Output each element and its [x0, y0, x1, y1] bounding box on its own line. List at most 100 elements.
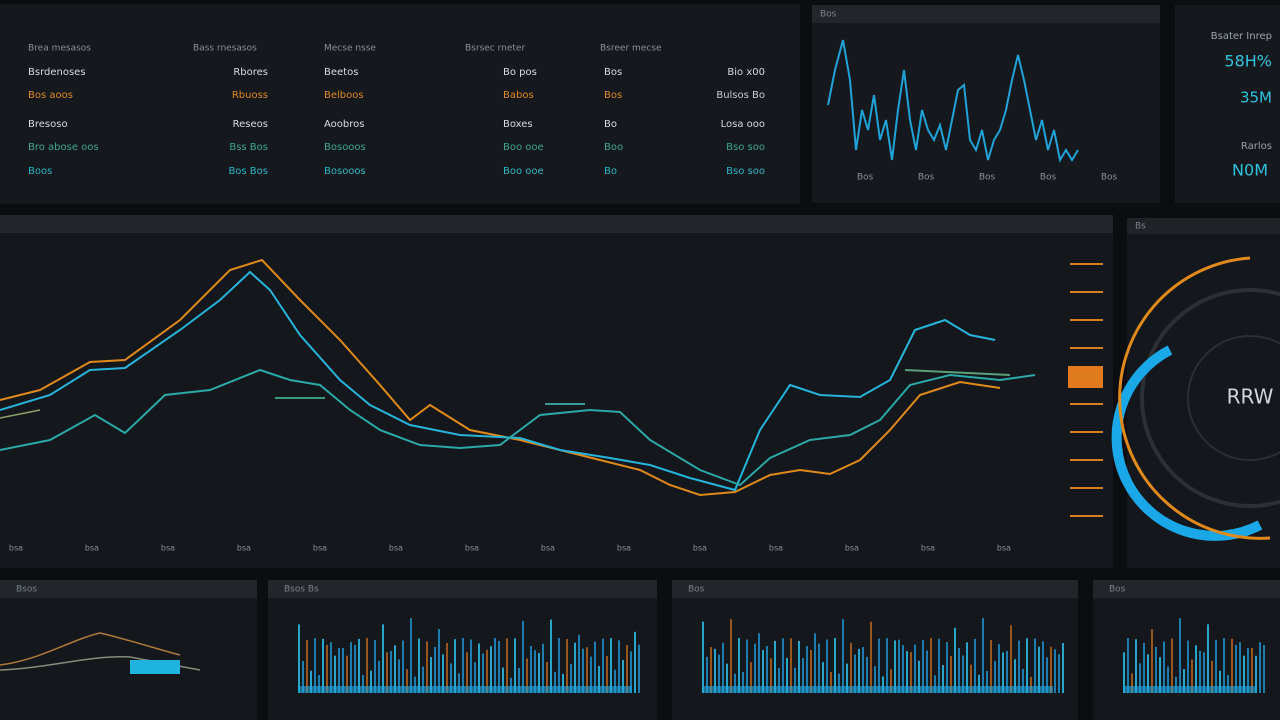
- table-cell: Boxes: [503, 119, 533, 130]
- table-cell: Bso soo: [726, 166, 765, 177]
- bar-decor: [894, 640, 896, 693]
- bar-decor: [838, 673, 840, 693]
- bar-decor: [302, 660, 304, 693]
- table-cell: Belboos: [324, 90, 364, 101]
- x-tick-label: bsa: [85, 544, 99, 553]
- bar-decor: [878, 638, 880, 693]
- bar-decor: [306, 639, 308, 693]
- bar-decor: [326, 644, 328, 693]
- bar-decor: [1026, 638, 1028, 693]
- bar-decor: [942, 665, 944, 693]
- panel-header: [672, 580, 1078, 598]
- bar-decor: [918, 660, 920, 693]
- bar-decor: [626, 644, 628, 693]
- bar-decor: [1010, 625, 1012, 693]
- bar-decor: [474, 662, 476, 693]
- bar-decor: [710, 647, 712, 693]
- spark-panel: [812, 5, 1160, 203]
- bar-decor: [882, 676, 884, 693]
- table-cell: Bos aoos: [28, 90, 73, 101]
- panel-title: Bos: [688, 585, 705, 595]
- bar-decor: [770, 658, 772, 693]
- table-cell: Boo ooe: [503, 166, 544, 177]
- bar-decor: [606, 656, 608, 693]
- bar-decor: [738, 638, 740, 693]
- bar-decor: [870, 621, 872, 693]
- bar-decor: [1219, 670, 1221, 693]
- bar-decor: [902, 645, 904, 693]
- bar-decor: [1034, 638, 1036, 693]
- bar-decor: [1139, 663, 1141, 693]
- bar-decor: [938, 638, 940, 693]
- table-cell: Babos: [503, 90, 534, 101]
- bar-decor: [618, 640, 620, 693]
- bar-decor: [386, 652, 388, 693]
- bar-decor: [978, 674, 980, 693]
- bar-decor: [1143, 642, 1145, 693]
- bar-decor: [450, 663, 452, 693]
- kpi-value: 35M: [1240, 89, 1272, 107]
- bar-decor: [1255, 655, 1257, 693]
- bar-decor: [1147, 654, 1149, 693]
- table-cell: Bss Bos: [229, 142, 268, 153]
- bar-decor: [982, 618, 984, 693]
- kpi-label: Rarlos: [1241, 141, 1272, 152]
- kpi-panel: [1175, 5, 1280, 203]
- gauge-arc: [1118, 256, 1271, 540]
- bottom-panel: [672, 580, 1078, 720]
- bar-decor: [370, 670, 372, 693]
- bar-decor: [338, 647, 340, 693]
- table-header: Bsreer mecse: [600, 44, 662, 54]
- bar-decor: [1123, 652, 1125, 693]
- bar-decor: [398, 659, 400, 693]
- bar-decor: [514, 638, 516, 693]
- bar-decor: [1179, 618, 1181, 693]
- panel-title: Bos: [820, 10, 837, 20]
- x-tick-label: bsa: [9, 544, 23, 553]
- bar-decor: [1163, 641, 1165, 693]
- bar-decor: [742, 672, 744, 693]
- table-cell: Bso soo: [726, 142, 765, 153]
- bar-decor: [570, 663, 572, 693]
- x-tick-label: bsa: [465, 544, 479, 553]
- bar-decor: [722, 642, 724, 693]
- bar-decor: [430, 657, 432, 693]
- panel-header: [1127, 218, 1280, 234]
- bar-decor: [466, 652, 468, 693]
- table-cell: Rbores: [233, 67, 268, 78]
- table-cell: Reseos: [233, 119, 268, 130]
- bar-decor: [966, 642, 968, 693]
- bar-decor: [1054, 649, 1056, 693]
- bar-decor: [906, 651, 908, 693]
- mini-line: [0, 656, 201, 671]
- bar-decor: [362, 675, 364, 693]
- mini-bar: [130, 660, 180, 674]
- bar-decor: [354, 644, 356, 693]
- bar-decor: [998, 644, 1000, 693]
- table-cell: Bos: [604, 90, 622, 101]
- bar-decor: [1058, 654, 1060, 693]
- bar-decor: [1235, 644, 1237, 693]
- panel-header: [0, 580, 257, 598]
- bar-decor: [1259, 642, 1261, 693]
- bar-decor: [442, 654, 444, 693]
- table-cell: Boos: [28, 166, 52, 177]
- bar-decor: [778, 667, 780, 693]
- bar-decor: [730, 619, 732, 693]
- bar-decor: [534, 650, 536, 693]
- bar-decor: [498, 641, 500, 693]
- bar-decor: [950, 655, 952, 693]
- panel-header: [812, 5, 1160, 23]
- bar-decor: [350, 642, 352, 693]
- bar-decor: [1062, 643, 1064, 693]
- bar-decor: [382, 624, 384, 693]
- bar-decor: [454, 639, 456, 693]
- table-cell: Bosooos: [324, 166, 366, 177]
- bar-decor: [850, 642, 852, 693]
- panel-header: [268, 580, 657, 598]
- bar-decor: [366, 638, 368, 693]
- bar-decor: [506, 638, 508, 693]
- main-line: [0, 368, 1036, 487]
- bar-decor: [798, 640, 800, 693]
